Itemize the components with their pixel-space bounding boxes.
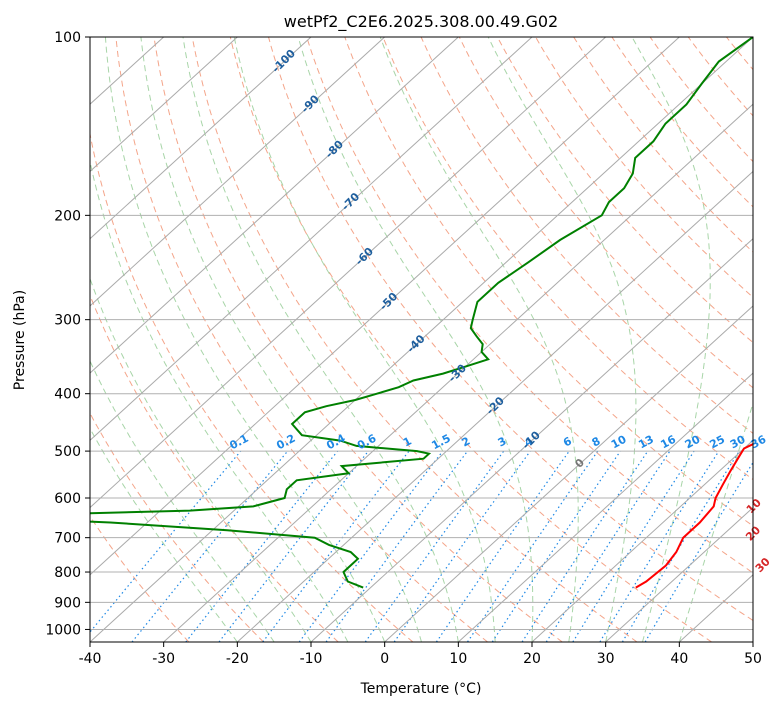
moist-adiabat-line: [140, 37, 422, 642]
mixing-ratio-line: [572, 450, 695, 642]
x-tick-label: 0: [380, 651, 389, 667]
dry-adiabat-line: [306, 37, 753, 574]
moist-adiabat-line: [90, 359, 275, 642]
x-tick-label: -30: [152, 651, 175, 667]
y-tick-label: 900: [54, 595, 81, 611]
dry-adiabat-line: [420, 37, 753, 434]
isotherm-line: [457, 372, 753, 642]
isotherm-line: [310, 237, 753, 642]
moist-adiabat-line: [182, 37, 459, 642]
mixing-ratio-line: [545, 450, 671, 642]
isotherm-line: [752, 641, 753, 642]
isotherm-line: [384, 305, 753, 642]
mixing-ratio-line: [521, 450, 649, 642]
isotherm-line: [90, 37, 386, 307]
x-tick-label: -20: [226, 651, 249, 667]
dry-adiabat-line: [191, 37, 638, 642]
isotherm-line: [90, 37, 312, 240]
x-tick-label: 50: [744, 651, 762, 667]
plot-frame: [89, 36, 754, 643]
isotherm-line: [90, 37, 238, 173]
moist-adiabat-line: [297, 37, 534, 642]
isotherm-line: [531, 439, 753, 642]
y-tick-label: 1000: [45, 622, 81, 638]
y-tick-label: 300: [54, 313, 81, 329]
temperature-line: [635, 442, 753, 589]
y-tick-label: 500: [54, 444, 81, 460]
series-lines: [90, 37, 753, 589]
y-tick-label: 200: [54, 208, 81, 224]
mixing-ratio-label: 20: [683, 433, 703, 452]
chart-title: wetPf2_C2E6.2025.308.00.49.G02: [284, 12, 558, 32]
mixing-ratio-label: 10: [609, 433, 629, 452]
pressure-gridlines: [90, 37, 753, 630]
x-tick-label: 20: [523, 651, 541, 667]
dry-adiabat-line: [649, 37, 753, 163]
mixing-ratio-label: 25: [707, 433, 727, 452]
isotherm-line: [90, 37, 680, 576]
dry-adiabat-line: [496, 37, 753, 344]
mixing-ratio-line: [491, 450, 621, 642]
isotherm-line: [90, 37, 607, 509]
moist-adiabats: [90, 37, 753, 642]
y-axis-label: Pressure (hPa): [12, 290, 28, 390]
dry-adiabat-line: [153, 37, 563, 642]
x-tick-label: 30: [597, 651, 615, 667]
y-axis-ticks: 100 200 300 400 500 600 700 800 900 1000: [45, 30, 90, 638]
dry-adiabat-line: [268, 37, 753, 622]
mixing-ratio-line: [621, 450, 740, 642]
y-tick-label: 600: [54, 491, 81, 507]
moist-adiabat-line: [233, 37, 496, 642]
dry-adiabat-line: [90, 131, 414, 642]
dry-adiabat-line: [344, 37, 753, 527]
moist-adiabat-line: [104, 37, 386, 642]
moist-adiabat-line: [678, 401, 753, 642]
mixing-ratio-line: [466, 450, 599, 642]
isotherm-line: [236, 170, 753, 642]
mixing-ratio-line: [262, 450, 410, 642]
dry-adiabats: [90, 37, 775, 642]
dry-adiabat-line: [458, 37, 753, 389]
x-tick-label: 10: [449, 651, 467, 667]
y-tick-label: 800: [54, 565, 81, 581]
mixing-ratio-label: 16: [658, 433, 678, 452]
dry-adiabat-line: [115, 37, 488, 642]
mixing-ratio-label: 13: [636, 433, 656, 452]
x-axis-label: Temperature (°C): [360, 681, 482, 697]
x-tick-label: 40: [670, 651, 688, 667]
isotherm-line: [90, 37, 533, 442]
mixing-ratio-line: [435, 450, 570, 642]
moist-adiabat-line: [379, 37, 579, 642]
dry-adiabat-line: [229, 37, 712, 642]
dry-adiabat-line: [573, 37, 753, 253]
isotherm-line: [90, 37, 459, 374]
mixing-ratio-line: [599, 450, 720, 642]
isotherm-line: [163, 103, 753, 642]
background-lines: [90, 37, 775, 642]
moist-adiabat-line: [631, 37, 711, 642]
dry-adiabat-line: [765, 37, 775, 642]
x-axis-ticks: -40 -30 -20 -10 0 10 20 30 40 50: [79, 642, 762, 667]
mixing-ratio-line: [393, 450, 531, 642]
mixing-ratio-label: 36: [749, 433, 769, 452]
dry-adiabat-line: [90, 412, 264, 642]
isotherm-line: [605, 506, 753, 642]
y-tick-label: 400: [54, 387, 81, 403]
moist-adiabat-line: [90, 158, 349, 642]
y-tick-label: 700: [54, 531, 81, 547]
moist-adiabat-line: [487, 37, 637, 642]
dry-adiabat-line: [382, 37, 753, 481]
mixing-ratio-line: [185, 450, 339, 642]
isotherm-line: [90, 37, 753, 642]
y-tick-label: 100: [54, 30, 81, 46]
moist-adiabat-line: [90, 427, 238, 642]
x-tick-label: -10: [300, 651, 323, 667]
dewpoint-line: [90, 37, 753, 589]
mixing-ratio-label: 30: [728, 433, 748, 452]
dry-adiabat-label: 30: [753, 555, 773, 575]
x-tick-label: -40: [79, 651, 102, 667]
isotherms: [90, 37, 753, 642]
